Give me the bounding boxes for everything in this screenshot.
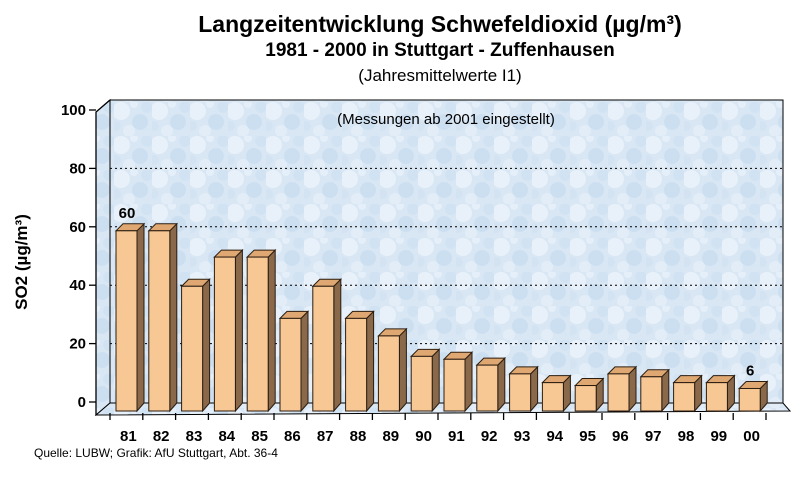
bar-front-face (443, 358, 466, 412)
bar-front-face (705, 382, 728, 412)
bar-front-face (279, 317, 302, 412)
bar-front-face (509, 373, 532, 412)
chart-title: Langzeitentwicklung Schwefeldioxid (µg/m… (198, 11, 682, 37)
x-tick-label: 81 (120, 428, 137, 445)
y-tick-label: 80 (69, 160, 86, 177)
bar-front-face (181, 285, 204, 412)
bar-side-face (431, 348, 440, 413)
bar (508, 365, 539, 413)
bar-front-face (246, 256, 269, 412)
bar-side-face (464, 351, 473, 413)
bar-side-face (169, 222, 178, 413)
bar-front-face (148, 230, 171, 412)
y-tick-label: 60 (69, 219, 86, 236)
bar-side-face (202, 278, 211, 413)
y-tick-label: 100 (61, 102, 86, 119)
x-tick-label: 87 (317, 428, 334, 445)
chart-header: Langzeitentwicklung Schwefeldioxid (µg/m… (80, 10, 800, 88)
bar-front-face (574, 385, 597, 412)
bar-side-face (300, 310, 309, 413)
x-tick-label: 93 (514, 428, 531, 445)
plot-left-wall (95, 98, 111, 417)
x-tick-label: 82 (153, 428, 170, 445)
bar (705, 374, 736, 413)
bar-front-face (213, 256, 236, 412)
source-note: Quelle: LUBW; Grafik: AfU Stuttgart, Abt… (34, 446, 278, 460)
bar (409, 348, 441, 413)
bar (377, 327, 408, 413)
bar-series (114, 222, 769, 413)
x-tick-label: 91 (448, 428, 465, 445)
bar-front-face (312, 285, 335, 412)
x-tick-label: 94 (546, 428, 563, 445)
x-tick-label: 89 (382, 428, 399, 445)
x-tick-label: 85 (251, 428, 268, 445)
x-tick-label: 96 (612, 428, 629, 445)
x-tick-label: 92 (481, 428, 498, 445)
bar (541, 374, 572, 413)
bar (442, 351, 474, 413)
gridlines (110, 167, 783, 345)
plot-annotation: (Messungen ab 2001 eingestellt) (337, 111, 555, 128)
x-tick-label: 95 (579, 428, 596, 445)
chart-note: (Jahresmittelwerte I1) (358, 66, 522, 85)
x-tick-label: 99 (710, 428, 727, 445)
x-tick-label: 90 (415, 428, 432, 445)
bar-front-face (410, 355, 433, 412)
bar-front-face (115, 230, 138, 412)
bar-side-face (366, 310, 375, 413)
bar-front-face (476, 364, 499, 412)
bar-value-label: 60 (119, 205, 136, 222)
bar-side-face (136, 222, 145, 413)
x-tick-label: 97 (645, 428, 662, 445)
y-tick-label: 20 (69, 336, 86, 353)
bar-front-face (345, 317, 368, 412)
y-tick-label: 0 (78, 394, 86, 411)
x-tick-label: 83 (186, 428, 203, 445)
bar (672, 374, 703, 413)
bar (147, 222, 179, 413)
bar (344, 310, 375, 413)
bar (475, 356, 507, 413)
x-tick-label: 84 (218, 428, 235, 445)
bar-front-face (738, 387, 761, 412)
axis-ticks (89, 109, 767, 420)
y-tick-label: 40 (69, 277, 86, 294)
bar-front-face (640, 376, 663, 412)
bar (311, 278, 343, 413)
bar-side-face (497, 356, 506, 413)
chart-subtitle: 1981 - 2000 in Stuttgart - Zuffenhausen (265, 40, 615, 61)
bar-value-label: 6 (746, 362, 754, 379)
bar (114, 222, 146, 413)
x-tick-label: 88 (350, 428, 367, 445)
bar-value-labels: 60 6 (119, 205, 755, 380)
bar-front-face (607, 373, 630, 412)
bar (639, 368, 671, 413)
x-tick-label: 98 (678, 428, 695, 445)
bar-front-face (377, 335, 400, 412)
bar-front-face (541, 382, 564, 412)
bar-front-face (673, 382, 696, 412)
bar (245, 248, 277, 413)
y-axis-title: SO2 (µg/m³) (12, 214, 31, 310)
bar (573, 377, 605, 413)
y-axis-line (95, 99, 111, 415)
bar (606, 365, 638, 413)
bar (737, 380, 769, 413)
bar (213, 248, 244, 413)
axis-labels: 0 20 40 60 80 100 81 82 83 84 85 86 87 88 89 90 91 92 93 94… (61, 102, 760, 445)
bar-side-face (234, 248, 243, 413)
bar-side-face (333, 278, 342, 413)
bar (180, 278, 211, 413)
bar-side-face (398, 327, 407, 413)
x-tick-label: 00 (743, 428, 760, 445)
bar-side-face (267, 248, 276, 413)
x-tick-label: 86 (284, 428, 301, 445)
bar (278, 310, 310, 413)
